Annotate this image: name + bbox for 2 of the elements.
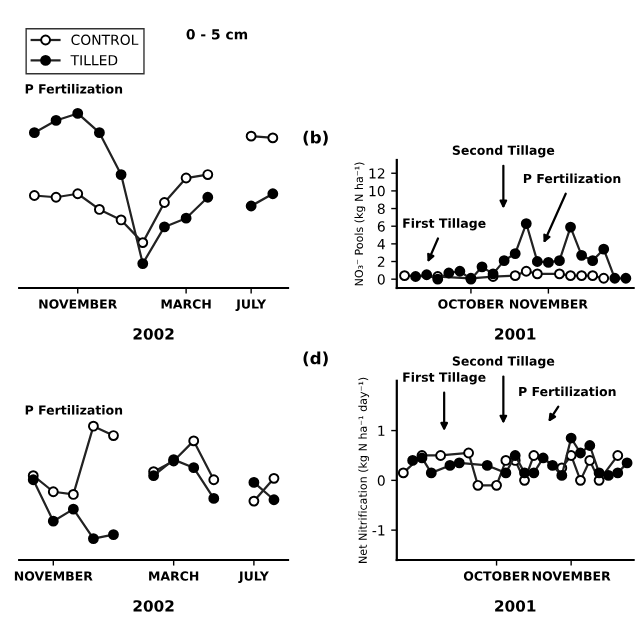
chart-title: (b) [303, 130, 328, 146]
chart-title: (d) [303, 351, 328, 367]
